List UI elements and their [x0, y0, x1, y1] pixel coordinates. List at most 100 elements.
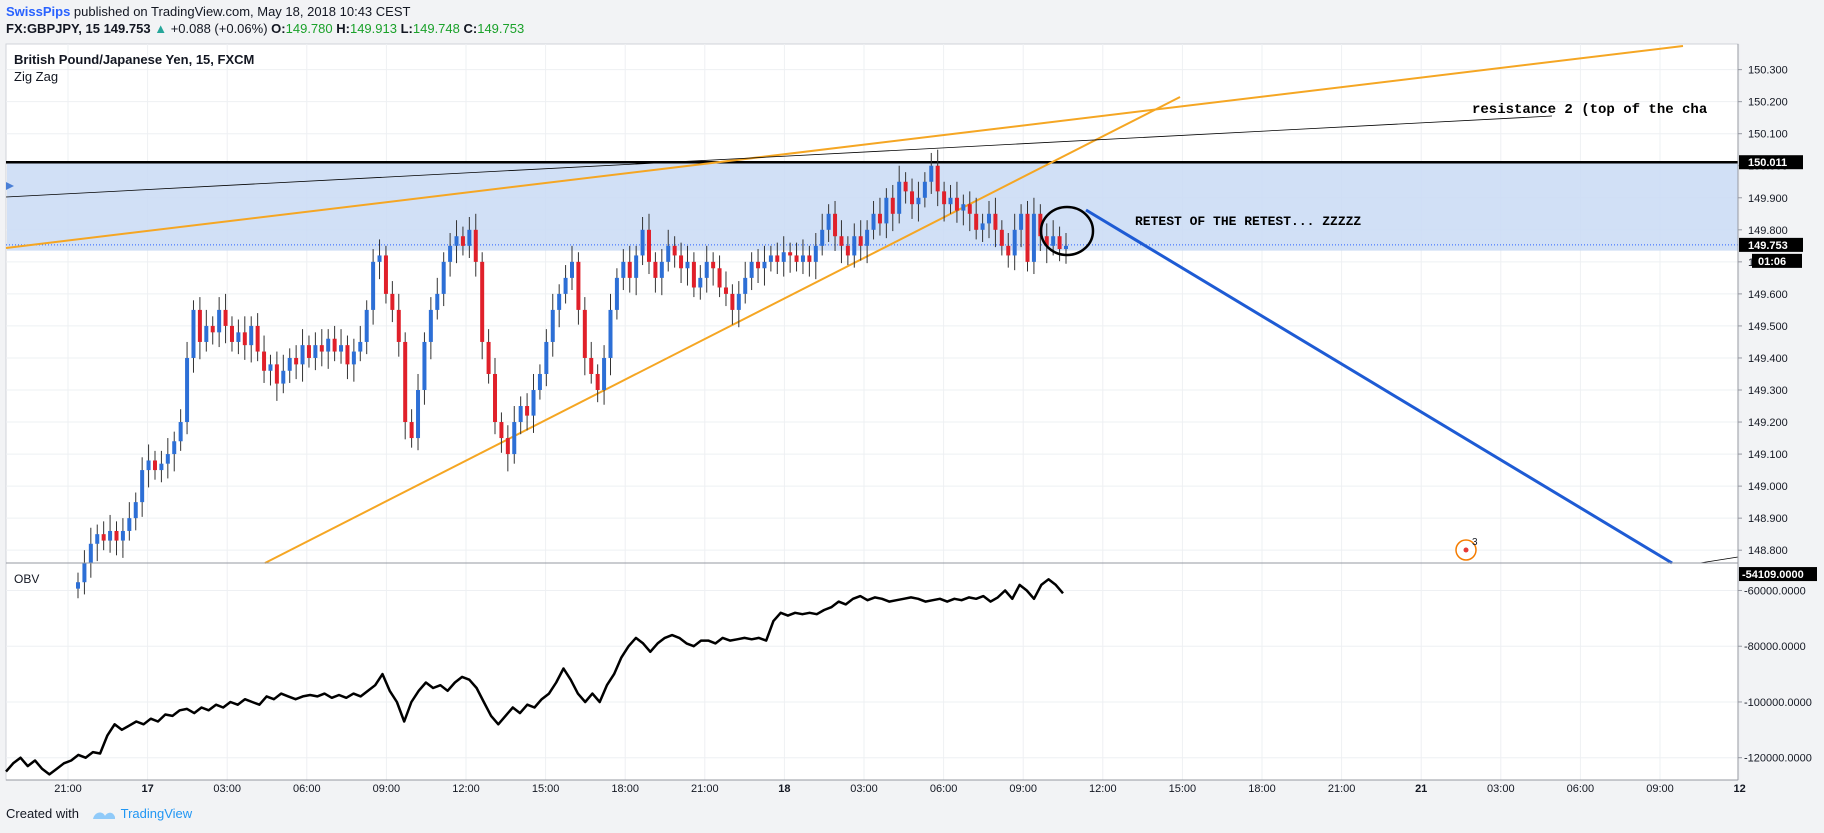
- candle-body: [371, 261, 376, 310]
- candle-body: [287, 357, 292, 371]
- projection-line[interactable]: [1085, 208, 1673, 565]
- time-tick-label: 12:00: [1089, 783, 1117, 795]
- countdown-label: 01:06: [1758, 256, 1786, 268]
- author-name[interactable]: SwissPips: [6, 4, 71, 19]
- tradingview-link[interactable]: TradingView: [120, 806, 193, 821]
- obv-last-badge: [1739, 567, 1817, 582]
- price-tick-label: 149.800: [1748, 225, 1788, 237]
- candle-body: [101, 534, 106, 541]
- candle-body: [403, 341, 408, 423]
- candle-body: [646, 229, 651, 262]
- price-tick-label: 148.800: [1748, 545, 1788, 557]
- candle-body: [563, 277, 568, 294]
- candle-body: [884, 197, 889, 224]
- time-tick-label: 09:00: [1009, 783, 1037, 795]
- time-tick-label: 06:00: [930, 783, 958, 795]
- candle-body: [326, 338, 331, 352]
- candle-body: [422, 341, 427, 390]
- candle-body: [217, 309, 222, 333]
- publish-header: SwissPips published on TradingView.com, …: [6, 4, 410, 20]
- candle-body: [922, 181, 927, 198]
- low-value: 149.748: [412, 21, 460, 36]
- candle-body: [820, 229, 825, 246]
- candle-body: [691, 261, 696, 288]
- candle-body: [550, 309, 555, 342]
- retest-circle[interactable]: [1039, 205, 1095, 257]
- candle-body: [390, 293, 395, 310]
- candle-body: [467, 229, 472, 246]
- price-axis[interactable]: 148.800 148.900 149.000 149.100 149.200 149.3…: [1738, 65, 1803, 558]
- candle-body: [518, 406, 523, 423]
- candle-body: [428, 309, 433, 342]
- candle-body: [826, 213, 831, 230]
- candle-body: [781, 252, 786, 262]
- candle-body: [910, 191, 915, 205]
- candle-body: [486, 341, 491, 374]
- candle-body: [935, 165, 940, 192]
- candle-body: [505, 438, 510, 455]
- candle-body: [351, 351, 356, 365]
- chart-frame: [5, 43, 1739, 781]
- last-price-badge: [1739, 237, 1803, 252]
- publish-text: published on TradingView.com, May 18, 20…: [70, 4, 411, 19]
- chart[interactable]: resistance 2 (top of the cha RETEST OF TH…: [0, 40, 1824, 802]
- upper-channel-line[interactable]: [5, 45, 1684, 249]
- candle-body: [903, 181, 908, 192]
- candle-body: [788, 252, 793, 256]
- candle-body: [775, 255, 780, 262]
- candle-body: [300, 345, 305, 365]
- candle-body: [223, 309, 228, 326]
- candle-body: [717, 268, 722, 288]
- time-axis[interactable]: 21:00 17 03:00 06:00 09:00 12:00 15:00 18:00 21:…: [54, 783, 1745, 795]
- candle-body: [108, 530, 113, 541]
- candle-body: [1044, 236, 1049, 246]
- candle-body: [897, 181, 902, 214]
- time-tick-label: 21:00: [1328, 783, 1356, 795]
- candle-body: [890, 197, 895, 214]
- candle-body: [172, 441, 177, 455]
- candle-body: [1006, 245, 1011, 256]
- candle-body: [377, 255, 382, 262]
- obv-axis[interactable]: -60000.0000 -80000.0000 -100000.0000 -12000…: [1738, 567, 1817, 765]
- price-tick-label: 148.900: [1748, 513, 1788, 525]
- candle-body: [916, 197, 921, 205]
- candle-body: [858, 236, 863, 246]
- change-value: +0.088 (+0.06%): [170, 21, 268, 36]
- thin-trend-line[interactable]: [5, 115, 1553, 198]
- candle-body: [582, 309, 587, 358]
- price-tick-label: 149.500: [1748, 321, 1788, 333]
- created-with-text: Created with: [6, 806, 79, 821]
- candle-body: [679, 255, 684, 269]
- candle-body: [704, 261, 709, 278]
- zigzag-stub: [1699, 556, 1739, 564]
- last-price-label: 149.753: [1748, 240, 1788, 252]
- candle-body: [948, 197, 953, 205]
- time-tick-label: 21:00: [54, 783, 82, 795]
- time-tick-label: 18:00: [611, 783, 639, 795]
- candle-body: [159, 463, 164, 471]
- candle-body: [942, 191, 947, 205]
- lower-channel-line[interactable]: [264, 96, 1181, 564]
- candle-body: [268, 364, 273, 371]
- time-tick-label: 03:00: [213, 783, 241, 795]
- obv-last-label: -54109.0000: [1742, 569, 1804, 581]
- candle-body: [602, 357, 607, 390]
- support-zone: [7, 162, 1738, 251]
- obv-tick-label: -100000.0000: [1744, 697, 1812, 709]
- resistance-note: resistance 2 (top of the cha: [1472, 102, 1708, 118]
- candle-body: [794, 255, 799, 262]
- time-tick-label: 21: [1415, 783, 1427, 795]
- candle-body: [640, 229, 645, 256]
- candle-body: [127, 518, 132, 531]
- time-tick-label: 18: [778, 783, 790, 795]
- candle-body: [961, 204, 966, 211]
- candle-body: [929, 165, 934, 182]
- candle-body: [480, 261, 485, 342]
- candle-body: [1057, 236, 1062, 250]
- obv-tick-label: -80000.0000: [1744, 641, 1806, 653]
- candle-body: [807, 255, 812, 262]
- candle-body: [499, 422, 504, 439]
- candle-body: [833, 213, 838, 237]
- candle-body: [473, 229, 478, 262]
- symbol-bar: FX:GBPJPY, 15 149.753 ▲ +0.088 (+0.06%) …: [6, 21, 524, 37]
